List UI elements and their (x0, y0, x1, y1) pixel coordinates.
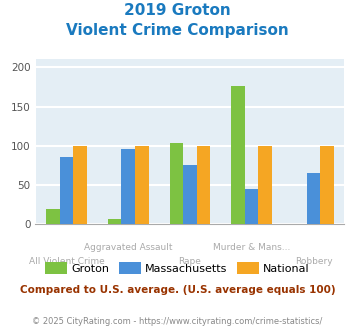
Bar (183, 165, 197, 224)
Bar (121, 149, 135, 224)
Text: Robbery: Robbery (295, 257, 332, 266)
Bar (197, 146, 210, 224)
Text: Rape: Rape (179, 257, 201, 266)
Text: © 2025 CityRating.com - https://www.cityrating.com/crime-statistics/: © 2025 CityRating.com - https://www.city… (32, 317, 323, 326)
Bar (46, 209, 60, 224)
Text: All Violent Crime: All Violent Crime (28, 257, 104, 266)
Bar (108, 219, 121, 224)
Text: Murder & Mans...: Murder & Mans... (213, 243, 290, 251)
Bar (135, 146, 148, 224)
Bar (231, 86, 245, 224)
Bar (307, 173, 320, 224)
Bar (258, 146, 272, 224)
Bar (60, 157, 73, 224)
Legend: Groton, Massachusetts, National: Groton, Massachusetts, National (41, 258, 314, 278)
Text: Violent Crime Comparison: Violent Crime Comparison (66, 23, 289, 38)
Bar (170, 143, 183, 224)
Bar (73, 146, 87, 224)
Bar (320, 146, 334, 224)
Text: 2019 Groton: 2019 Groton (124, 3, 231, 18)
Bar (245, 189, 258, 224)
Text: Compared to U.S. average. (U.S. average equals 100): Compared to U.S. average. (U.S. average … (20, 285, 335, 295)
Text: Aggravated Assault: Aggravated Assault (84, 243, 173, 251)
